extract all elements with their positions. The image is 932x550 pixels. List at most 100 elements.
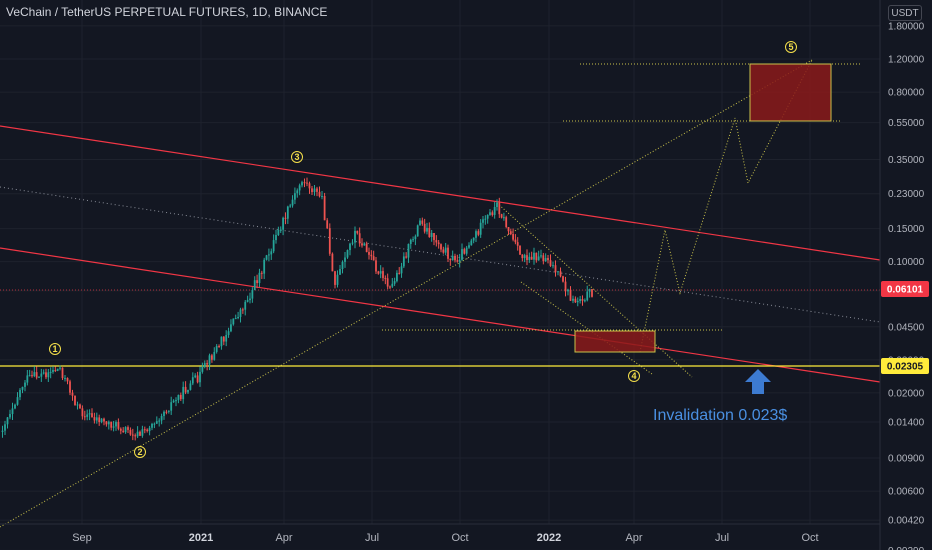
candle-body xyxy=(516,242,519,246)
candle-body xyxy=(291,199,294,206)
wave-label: 3 xyxy=(294,152,299,162)
candle-body xyxy=(554,265,557,273)
candle-body xyxy=(400,266,403,274)
candle-body xyxy=(528,256,531,261)
candle-body xyxy=(442,249,445,253)
wave-marker xyxy=(134,446,146,458)
candle-body xyxy=(496,202,498,207)
candle-body xyxy=(241,309,244,311)
candle-body xyxy=(47,372,50,378)
candle-body xyxy=(83,416,86,418)
wave-marker xyxy=(785,41,797,53)
candle-body xyxy=(557,271,559,273)
candle-body xyxy=(414,236,417,240)
candle-body xyxy=(402,256,405,267)
y-tick-label: 0.35000 xyxy=(888,155,925,166)
candle-body xyxy=(356,230,359,234)
candle-body xyxy=(117,422,120,429)
x-tick-label: Apr xyxy=(275,532,292,544)
y-tick-label: 0.10000 xyxy=(888,257,925,268)
candle-body xyxy=(391,283,394,287)
x-tick-label: Sep xyxy=(72,532,92,544)
candle-body xyxy=(535,252,538,261)
candle-body xyxy=(470,240,473,246)
candle-body xyxy=(512,234,514,240)
candle-body xyxy=(313,188,316,193)
candle-body xyxy=(377,271,380,274)
candle-body xyxy=(296,190,299,194)
candle-body xyxy=(277,230,280,235)
candle-body xyxy=(95,417,98,421)
wave-label: 2 xyxy=(137,447,142,457)
candle-body xyxy=(447,247,449,259)
wave-marker xyxy=(291,151,303,163)
up-arrow-icon xyxy=(745,369,771,394)
y-tick-label: 0.55000 xyxy=(888,118,925,129)
candle-body xyxy=(423,223,426,232)
candle-body xyxy=(253,280,256,291)
candle-body xyxy=(56,368,59,371)
candle-body xyxy=(136,431,139,437)
candle-body xyxy=(182,386,185,400)
candle-body xyxy=(64,377,66,379)
candle-body xyxy=(331,253,334,272)
price-axis[interactable]: 2.60000 1.80000 1.20000 0.80000 0.55000 0.350… xyxy=(888,0,925,550)
time-axis[interactable]: Sep 2021 Apr Jul Oct 2022 Apr Jul Oct xyxy=(72,532,818,544)
candle-body xyxy=(530,256,533,260)
candle-body xyxy=(31,375,33,377)
candle-body xyxy=(559,271,562,277)
candle-body xyxy=(16,397,19,405)
candle-body xyxy=(437,242,440,245)
candle-body xyxy=(201,366,204,372)
price-badge xyxy=(881,358,929,374)
candle-body xyxy=(321,196,323,198)
candle-body xyxy=(88,413,91,415)
candle-body xyxy=(260,272,263,274)
candle-body xyxy=(435,240,438,243)
candle-body xyxy=(454,255,456,261)
candle-body xyxy=(237,316,239,319)
candle-body xyxy=(184,386,187,393)
candle-body xyxy=(486,214,489,219)
candle-body xyxy=(282,217,284,230)
candle-body xyxy=(468,245,470,248)
candle-body xyxy=(251,290,254,299)
candle-body xyxy=(311,188,313,193)
candle-body xyxy=(365,243,368,252)
candle-body xyxy=(396,272,398,282)
candle-body xyxy=(354,230,356,243)
candle-body xyxy=(426,227,428,232)
candle-body xyxy=(308,183,311,189)
candle-body xyxy=(206,363,209,365)
currency-unit-button[interactable]: USDT xyxy=(888,5,922,21)
candle-body xyxy=(349,243,351,251)
candle-body xyxy=(203,363,206,367)
candle-body xyxy=(358,233,361,244)
candle-body xyxy=(339,269,341,275)
lower-channel-line xyxy=(0,247,881,383)
candle-body xyxy=(372,256,375,261)
candle-body xyxy=(112,426,115,428)
candle-body xyxy=(172,400,175,403)
candle-body xyxy=(416,225,419,237)
candle-body xyxy=(336,274,339,285)
candle-body xyxy=(263,259,266,274)
projected-wave-path xyxy=(639,59,813,353)
candle-body xyxy=(115,422,117,427)
candle-body xyxy=(98,417,101,423)
candle-body xyxy=(461,249,463,260)
chart-title: VeChain / TetherUS PERPETUAL FUTURES, 1D… xyxy=(6,5,328,19)
candle-body xyxy=(54,370,57,372)
wave-label: 1 xyxy=(52,344,57,354)
candle-body xyxy=(163,411,165,417)
candle-body xyxy=(472,237,475,241)
candle-body xyxy=(165,411,168,413)
candle-body xyxy=(246,300,249,302)
candle-body xyxy=(227,331,230,336)
candle-body xyxy=(272,240,275,252)
candle-body xyxy=(382,271,384,278)
candle-body xyxy=(421,220,424,224)
candle-body xyxy=(143,429,146,431)
candle-body xyxy=(249,298,251,301)
